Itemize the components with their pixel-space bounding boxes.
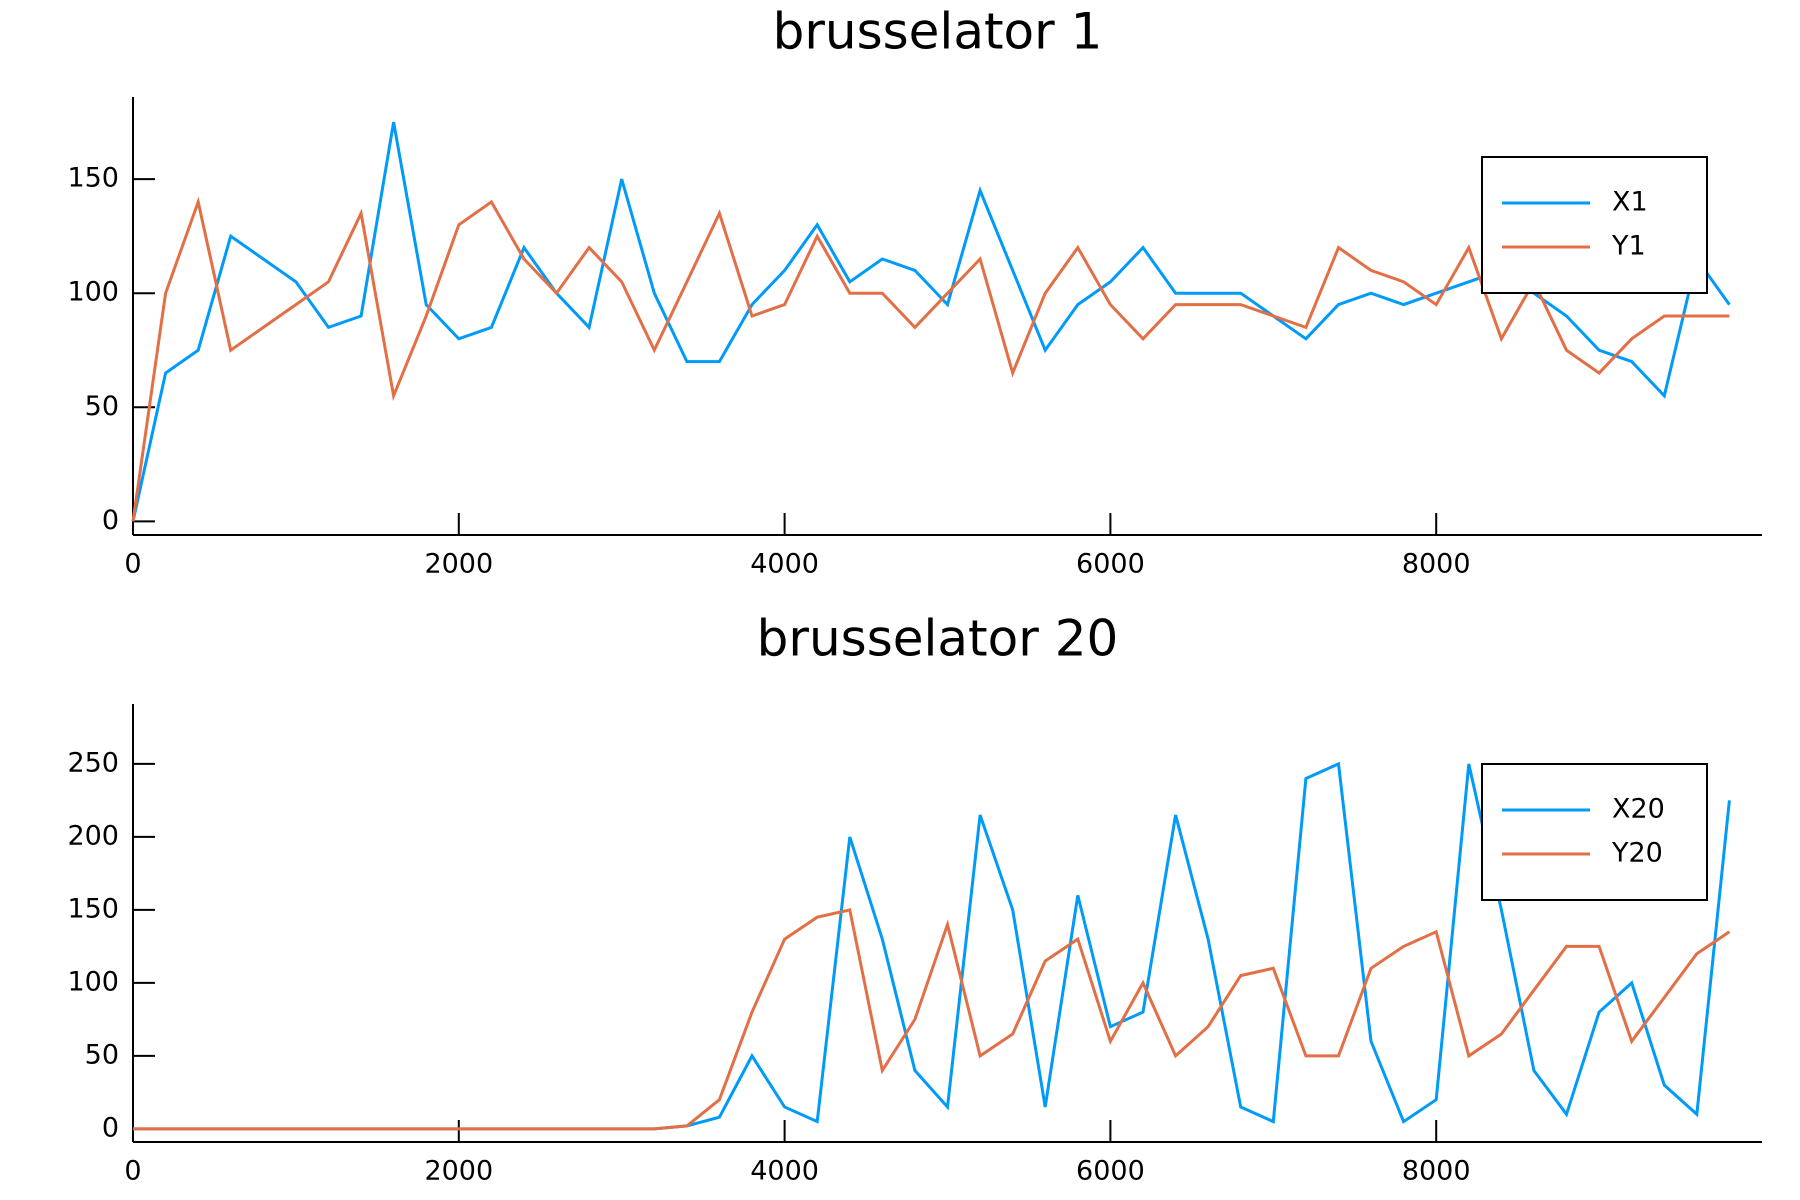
x-tick-label: 2000 bbox=[424, 1156, 493, 1187]
legend-label: Y20 bbox=[1611, 838, 1663, 869]
series-line bbox=[133, 908, 1731, 1131]
x-tick-label: 0 bbox=[124, 549, 141, 580]
x-tick-label: 4000 bbox=[750, 1156, 819, 1187]
y-tick-label: 50 bbox=[85, 1039, 119, 1070]
y-tick-label: 0 bbox=[102, 505, 119, 536]
legend-box bbox=[1481, 156, 1708, 294]
x-tick-label: 0 bbox=[124, 1156, 141, 1187]
chart-title: brusselator 1 bbox=[773, 3, 1103, 61]
series-line bbox=[131, 196, 1730, 522]
y-tick-label: 50 bbox=[85, 391, 119, 422]
legend-label: X1 bbox=[1612, 187, 1648, 218]
y-tick-label: 250 bbox=[67, 747, 119, 778]
x-tick-label: 6000 bbox=[1076, 1156, 1145, 1187]
y-tick-label: 200 bbox=[67, 820, 119, 851]
x-tick-label: 2000 bbox=[424, 549, 493, 580]
x-tick-label: 8000 bbox=[1402, 549, 1471, 580]
y-tick-label: 100 bbox=[67, 966, 119, 997]
y-tick-label: 0 bbox=[102, 1112, 119, 1143]
x-tick-label: 6000 bbox=[1076, 549, 1145, 580]
y-tick-label: 100 bbox=[67, 277, 119, 308]
chart-title: brusselator 20 bbox=[757, 610, 1119, 668]
x-tick-label: 4000 bbox=[750, 549, 819, 580]
legend-label: Y1 bbox=[1611, 231, 1646, 262]
y-tick-label: 150 bbox=[67, 163, 119, 194]
y-tick-label: 150 bbox=[67, 893, 119, 924]
series-line bbox=[131, 121, 1731, 522]
legend-box bbox=[1481, 763, 1708, 901]
legend-label: X20 bbox=[1612, 794, 1665, 825]
x-tick-label: 8000 bbox=[1402, 1156, 1471, 1187]
